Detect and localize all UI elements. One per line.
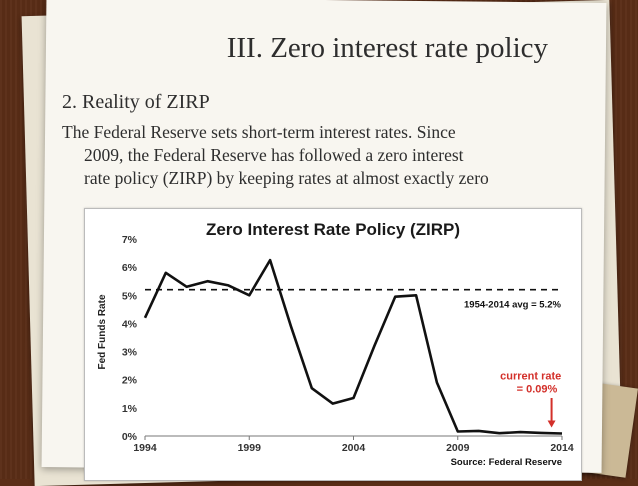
y-tick-label: 3% xyxy=(122,347,138,359)
zirp-chart: Zero Interest Rate Policy (ZIRP) Fed Fun… xyxy=(85,209,581,480)
y-tick-label: 7% xyxy=(122,234,138,246)
x-tick-label: 2004 xyxy=(342,442,366,454)
x-tick-label: 1994 xyxy=(133,442,157,454)
body-line: 2009, the Federal Reserve has followed a… xyxy=(62,144,622,167)
x-tick-label: 1999 xyxy=(238,442,262,454)
body-line: rate policy (ZIRP) by keeping rates at a… xyxy=(62,167,622,190)
x-tick-label: 2014 xyxy=(550,442,574,454)
slide-body: The Federal Reserve sets short-term inte… xyxy=(62,121,622,190)
average-reference-label: 1954-2014 avg = 5.2% xyxy=(464,300,561,311)
annotation-arrowhead xyxy=(548,421,556,428)
chart-source: Source: Federal Reserve xyxy=(451,457,562,468)
y-tick-label: 1% xyxy=(122,403,138,415)
y-tick-label: 2% xyxy=(122,375,138,387)
y-tick-label: 6% xyxy=(122,262,138,274)
series-line-fed-funds-rate xyxy=(145,260,562,433)
y-tick-label: 4% xyxy=(122,318,138,330)
annotation-current-rate-value: = 0.09% xyxy=(517,383,558,395)
slide-subtitle: 2. Reality of ZIRP xyxy=(62,91,210,114)
body-line: The Federal Reserve sets short-term inte… xyxy=(62,122,456,142)
y-axis-label: Fed Funds Rate xyxy=(97,294,108,369)
slide-title: III. Zero interest rate policy xyxy=(0,32,548,65)
chart-title: Zero Interest Rate Policy (ZIRP) xyxy=(206,220,460,239)
x-tick-label: 2009 xyxy=(446,442,470,454)
annotation-current-rate: current rate xyxy=(500,371,561,383)
y-tick-label: 5% xyxy=(122,290,138,302)
chart-card: Zero Interest Rate Policy (ZIRP) Fed Fun… xyxy=(84,208,582,481)
